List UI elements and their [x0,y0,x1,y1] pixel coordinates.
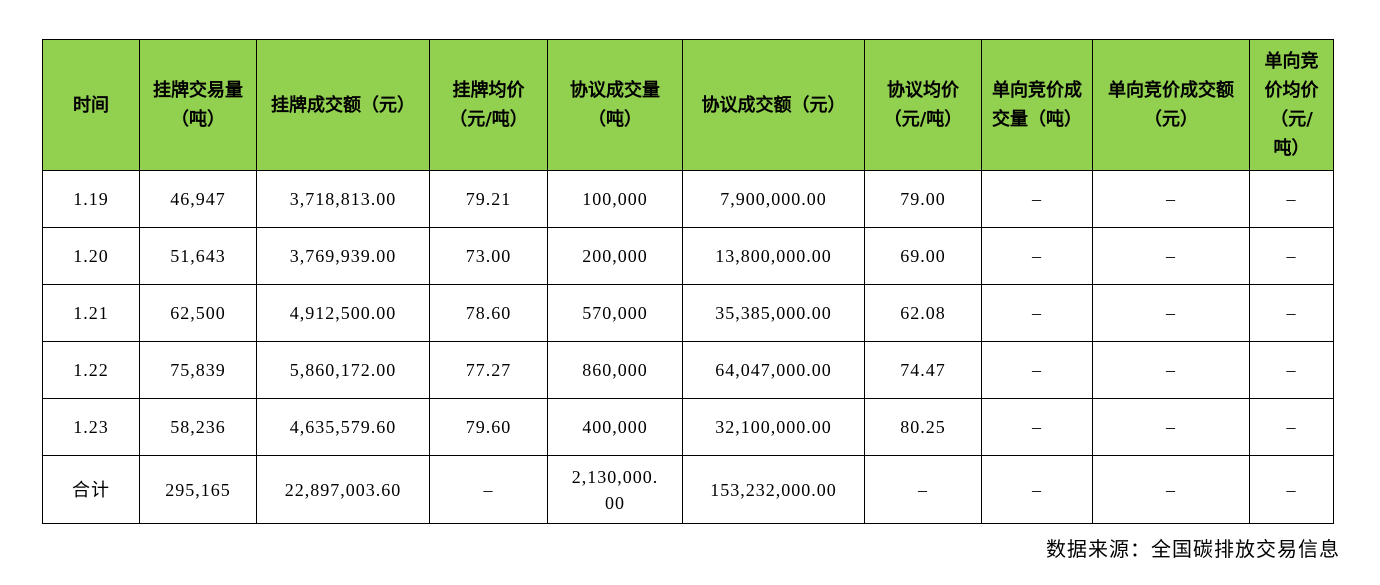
table-cell: – [1092,455,1250,524]
table-cell: 1.22 [42,341,140,399]
table-cell: – [1249,284,1334,342]
table-cell: 77.27 [429,341,548,399]
table-row: 1.19 46,947 3,718,813.00 79.21 100,000 7… [42,170,1334,228]
table-cell: 64,047,000.00 [682,341,865,399]
table-total-row: 合计 295,165 22,897,003.60 – 2,130,000. 00… [42,455,1334,524]
table-cell: 78.60 [429,284,548,342]
table-cell: 3,718,813.00 [256,170,430,228]
table-cell: 32,100,000.00 [682,398,865,456]
data-source-note: 数据来源：全国碳排放交易信息 [1046,539,1340,561]
table-cell: – [981,227,1093,285]
table-cell: 35,385,000.00 [682,284,865,342]
table-cell: 69.00 [864,227,982,285]
table-cell: 4,912,500.00 [256,284,430,342]
table-cell: 58,236 [139,398,257,456]
table-cell: – [1249,341,1334,399]
table-cell: 400,000 [547,398,683,456]
table-cell: 2,130,000. 00 [547,455,683,524]
table-cell: 74.47 [864,341,982,399]
table-cell: 295,165 [139,455,257,524]
table-cell: 4,635,579.60 [256,398,430,456]
table-cell: – [981,455,1093,524]
column-header-listed-avg-price: 挂牌均价 （元/吨） [429,39,548,171]
column-header-auction-avg-price: 单向竞 价均价 （元/ 吨） [1249,39,1334,171]
table-cell: 73.00 [429,227,548,285]
table-cell: 79.00 [864,170,982,228]
table-cell: – [864,455,982,524]
column-header-time: 时间 [42,39,140,171]
table-row: 1.20 51,643 3,769,939.00 73.00 200,000 1… [42,227,1334,285]
table-cell: 200,000 [547,227,683,285]
table-cell: – [1249,455,1334,524]
table-cell: 80.25 [864,398,982,456]
table-cell: – [981,170,1093,228]
column-header-listed-volume: 挂牌交易量 （吨） [139,39,257,171]
table-cell: 3,769,939.00 [256,227,430,285]
table-cell: 5,860,172.00 [256,341,430,399]
table-cell: – [1249,170,1334,228]
column-header-auction-turnover: 单向竞价成交额 （元） [1092,39,1250,171]
table-cell: 13,800,000.00 [682,227,865,285]
table-cell: 79.60 [429,398,548,456]
table-cell: – [1092,227,1250,285]
table-cell: – [981,398,1093,456]
table-cell: 1.19 [42,170,140,228]
table-cell: – [1249,227,1334,285]
column-header-agreement-turnover: 协议成交额（元） [682,39,865,171]
table-cell: – [981,341,1093,399]
table-cell: 22,897,003.60 [256,455,430,524]
table-cell: 100,000 [547,170,683,228]
table-cell: – [429,455,548,524]
column-header-auction-volume: 单向竞价成 交量（吨） [981,39,1093,171]
table-row: 1.23 58,236 4,635,579.60 79.60 400,000 3… [42,398,1334,456]
table-row: 1.21 62,500 4,912,500.00 78.60 570,000 3… [42,284,1334,342]
column-header-agreement-volume: 协议成交量 （吨） [547,39,683,171]
table-cell: 62.08 [864,284,982,342]
table-cell: 62,500 [139,284,257,342]
table-cell: 1.23 [42,398,140,456]
table-cell: 1.20 [42,227,140,285]
table-cell: 79.21 [429,170,548,228]
table-cell: 46,947 [139,170,257,228]
column-header-listed-turnover: 挂牌成交额（元） [256,39,430,171]
table-cell: – [1092,170,1250,228]
table-cell: – [1092,284,1250,342]
table-cell: 7,900,000.00 [682,170,865,228]
table-cell: 1.21 [42,284,140,342]
column-header-agreement-avg-price: 协议均价 （元/吨） [864,39,982,171]
table-cell: 860,000 [547,341,683,399]
table-header-row: 时间 挂牌交易量 （吨） 挂牌成交额（元） 挂牌均价 （元/吨） 协议成交量 （… [42,39,1334,171]
table-cell: – [1249,398,1334,456]
table-cell: – [1092,341,1250,399]
table-cell: – [981,284,1093,342]
table-cell: – [1092,398,1250,456]
table-cell: 570,000 [547,284,683,342]
table-cell: 75,839 [139,341,257,399]
table-cell: 合计 [42,455,140,524]
table-row: 1.22 75,839 5,860,172.00 77.27 860,000 6… [42,341,1334,399]
table-cell: 153,232,000.00 [682,455,865,524]
table-cell: 51,643 [139,227,257,285]
carbon-trading-table: 时间 挂牌交易量 （吨） 挂牌成交额（元） 挂牌均价 （元/吨） 协议成交量 （… [42,39,1334,524]
